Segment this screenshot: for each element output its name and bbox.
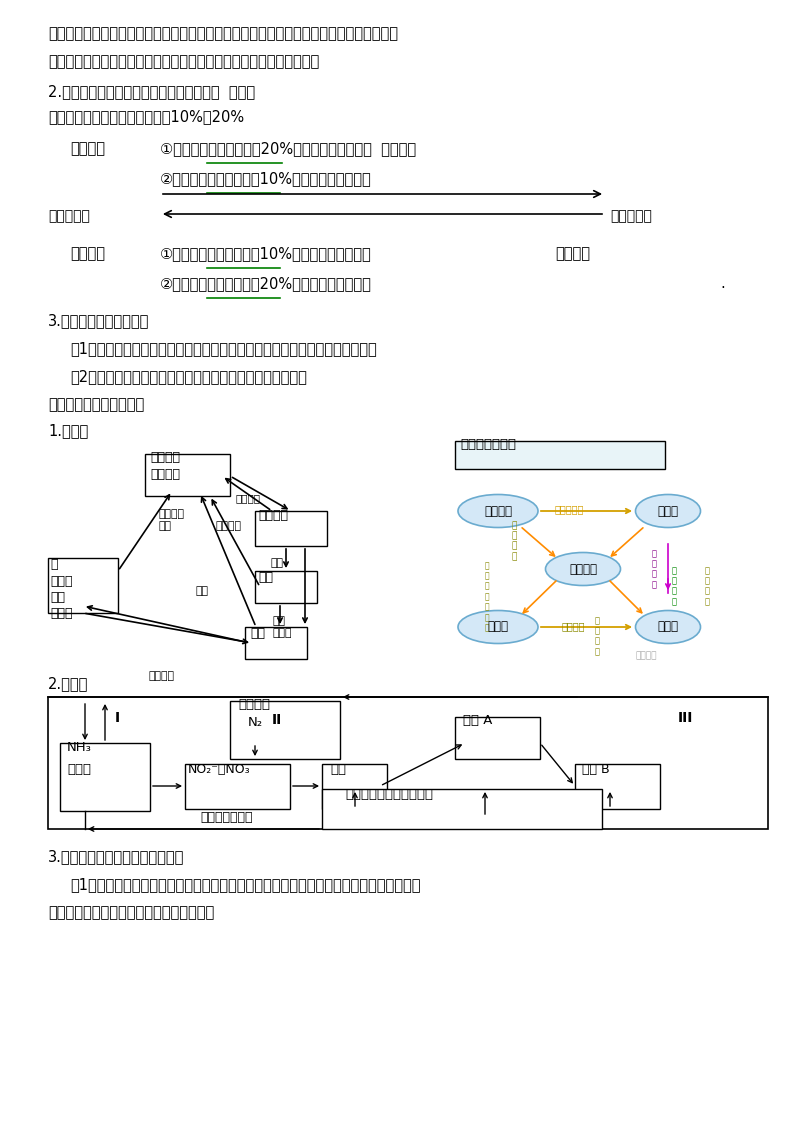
Text: 2.氮循环: 2.氮循环 (48, 676, 88, 691)
Text: 呼
吸
作
用: 呼 吸 作 用 (595, 616, 600, 656)
Text: 土壤: 土壤 (250, 627, 265, 640)
Text: 天气作用
燃烧: 天气作用 燃烧 (158, 509, 184, 530)
Text: NH₃: NH₃ (67, 741, 92, 754)
Text: 分解者: 分解者 (658, 621, 678, 633)
Text: 2.能量流动的特点：单向流动、逐级递减。  能量在: 2.能量流动的特点：单向流动、逐级递减。 能量在 (48, 84, 255, 100)
Text: ①求最多则能量按最高值20%流动，选最短食物链  （未知）: ①求最多则能量按最高值20%流动，选最短食物链 （未知） (160, 141, 416, 156)
Text: 分
解
作
用: 分 解 作 用 (705, 566, 710, 606)
Text: 形成煤炭等: 形成煤炭等 (555, 504, 584, 513)
Ellipse shape (458, 611, 538, 644)
Text: 呼
吸
作
用: 呼 吸 作 用 (652, 549, 657, 589)
FancyBboxPatch shape (60, 743, 150, 811)
Text: 动物 A: 动物 A (463, 714, 492, 727)
Text: （未知）: （未知） (70, 247, 105, 261)
Text: 土壤中的微生物: 土壤中的微生物 (200, 811, 253, 824)
Text: 学生通道: 学生通道 (635, 651, 657, 661)
Text: 1.碳循环: 1.碳循环 (48, 423, 88, 438)
FancyBboxPatch shape (48, 558, 118, 613)
Text: 或铵盐: 或铵盐 (67, 763, 91, 776)
Text: 淀溶: 淀溶 (195, 586, 208, 596)
Text: （2）可以帮助人们合理地调整生态系统中的能量流动关系；: （2）可以帮助人们合理地调整生态系统中的能量流动关系； (70, 369, 307, 385)
FancyBboxPatch shape (455, 717, 540, 759)
Text: 动物: 动物 (258, 571, 273, 584)
FancyBboxPatch shape (322, 789, 602, 829)
Text: （已知）: （已知） (70, 141, 105, 156)
Text: 植物: 植物 (330, 763, 346, 776)
Text: .: . (720, 276, 725, 291)
Text: 碳循环的模式图: 碳循环的模式图 (460, 438, 516, 451)
Text: ②求最少则能量按最高值20%流动，选最短食物链: ②求最少则能量按最高值20%流动，选最短食物链 (160, 276, 372, 291)
Text: ②求最少则能量按最低值10%流动，选最长食物链: ②求最少则能量按最低值10%流动，选最长食物链 (160, 171, 372, 185)
Text: 三、生态系统的物质循环: 三、生态系统的物质循环 (48, 397, 144, 412)
Text: 能
源
作
用: 能 源 作 用 (512, 521, 518, 561)
Text: 消费者: 消费者 (487, 621, 509, 633)
FancyBboxPatch shape (230, 701, 340, 759)
Text: III: III (678, 711, 694, 725)
Ellipse shape (458, 494, 538, 527)
Text: 生产者: 生产者 (658, 504, 678, 518)
Text: 天然气: 天然气 (50, 575, 73, 588)
Text: （1）不同点：在物质循环中，物质是被循环利用的；能量在流经各个营养级时，是逐级递: （1）不同点：在物质循环中，物质是被循环利用的；能量在流经各个营养级时，是逐级递 (70, 877, 421, 892)
Text: 分解作用: 分解作用 (562, 621, 586, 631)
Text: 绿色植物: 绿色植物 (258, 509, 288, 523)
Text: 残枝败叶、遗体或排泄物: 残枝败叶、遗体或排泄物 (345, 788, 433, 801)
Text: II: II (272, 713, 282, 727)
Text: 光
合
作
用: 光 合 作 用 (672, 566, 677, 606)
Text: 田，农作物也并未利用其中的能量，只是利用其中的无机盐（即肥）。: 田，农作物也并未利用其中的能量，只是利用其中的无机盐（即肥）。 (48, 54, 319, 69)
Text: 动物 B: 动物 B (582, 763, 610, 776)
Text: 化石燃料: 化石燃料 (484, 504, 512, 518)
Text: 形
成
石
油
天
然
气: 形 成 石 油 天 然 气 (485, 561, 490, 632)
Text: 尸体
排泄物: 尸体 排泄物 (272, 616, 291, 638)
Ellipse shape (635, 611, 701, 644)
Text: I: I (115, 711, 120, 725)
Text: 相邻两个营养级间的传递效率：10%～20%: 相邻两个营养级间的传递效率：10%～20% (48, 109, 244, 124)
FancyBboxPatch shape (455, 441, 665, 469)
FancyBboxPatch shape (322, 765, 387, 809)
Text: 大气中的: 大气中的 (150, 451, 180, 464)
Text: NO₂⁻、NO₃: NO₂⁻、NO₃ (188, 763, 250, 776)
Text: 减的，而且是单向流动的，而不是循环流动: 减的，而且是单向流动的，而不是循环流动 (48, 905, 214, 920)
FancyBboxPatch shape (145, 454, 230, 497)
Text: 消费: 消费 (270, 558, 283, 568)
Text: 特别注意：蜣螂吃大象的粪便，蜣螂并未利用大象同化的能量；在生态农业中，沼渣用来肥: 特别注意：蜣螂吃大象的粪便，蜣螂并未利用大象同化的能量；在生态农业中，沼渣用来肥 (48, 26, 398, 41)
Text: 二氧化碳: 二氧化碳 (150, 468, 180, 481)
Text: 光合作用: 光合作用 (235, 493, 260, 503)
FancyBboxPatch shape (48, 697, 768, 829)
FancyBboxPatch shape (255, 571, 317, 603)
Text: 较高营养级: 较高营养级 (610, 209, 652, 223)
Text: 地质过程: 地质过程 (148, 671, 174, 681)
Ellipse shape (546, 553, 621, 586)
Text: 大气中的: 大气中的 (238, 698, 270, 711)
Text: N₂: N₂ (248, 716, 263, 729)
Text: 大气环境: 大气环境 (569, 562, 597, 576)
Text: 煤: 煤 (50, 558, 58, 571)
FancyBboxPatch shape (245, 627, 307, 659)
Ellipse shape (635, 494, 701, 527)
Text: （已知）: （已知） (555, 247, 590, 261)
Text: 3.研究能量流动的意义：: 3.研究能量流动的意义： (48, 313, 150, 328)
FancyBboxPatch shape (575, 765, 660, 809)
Text: （1）可以帮助人们科学规划，设计人工生态系统，使能量得到最有效的利用；: （1）可以帮助人们科学规划，设计人工生态系统，使能量得到最有效的利用； (70, 342, 377, 356)
Text: 较低营养级: 较低营养级 (48, 209, 90, 223)
FancyBboxPatch shape (255, 511, 327, 546)
Text: 石油: 石油 (50, 592, 65, 604)
Text: 3.能量流动与物质循环之间的异同: 3.能量流动与物质循环之间的异同 (48, 849, 184, 864)
FancyBboxPatch shape (185, 765, 290, 809)
Text: ①求最多则能量按最低值10%流动，选最长食物链: ①求最多则能量按最低值10%流动，选最长食物链 (160, 247, 372, 261)
Text: 石灰岩: 石灰岩 (50, 607, 73, 620)
Text: 呼吸作用: 呼吸作用 (215, 521, 241, 530)
